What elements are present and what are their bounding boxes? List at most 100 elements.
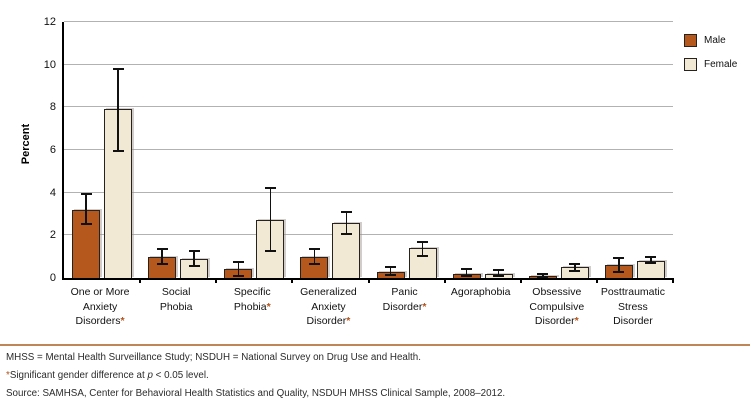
error-cap-bottom: [232, 274, 244, 277]
y-tick-label-12: 12: [43, 16, 56, 28]
category-label-5: Agoraphobia: [450, 286, 511, 298]
error-line: [465, 268, 468, 277]
error-cap-bottom: [80, 222, 92, 225]
x-axis-tick-8: [672, 278, 674, 283]
gridline-2: [64, 234, 673, 236]
category-label-4: Panic Disorder*: [382, 286, 427, 313]
error-bar-male-2: [232, 260, 245, 277]
legend-swatch-female: [684, 58, 697, 71]
legend-label-male: Male: [704, 35, 726, 46]
error-bar-female-4: [416, 240, 429, 257]
bar-group-7: [597, 22, 673, 278]
y-tick-label-6: 6: [49, 144, 56, 156]
error-bar-male-6: [536, 272, 549, 278]
error-line: [193, 250, 195, 268]
x-axis-tick-6: [519, 278, 522, 283]
error-cap-top: [613, 256, 625, 259]
x-axis-tick-4: [367, 278, 370, 283]
y-tick-label-0: 0: [49, 272, 56, 284]
bar-female-3: [332, 222, 361, 278]
error-bar-male-5: [460, 268, 473, 277]
error-cap-bottom: [461, 274, 473, 277]
legend-swatch-male: [684, 34, 697, 47]
error-line: [345, 210, 348, 236]
bar-group-5: [445, 22, 521, 278]
error-cap-bottom: [308, 263, 320, 266]
error-bar-female-2: [264, 187, 277, 253]
bar-group-2: [216, 22, 292, 278]
error-cap-top: [493, 269, 505, 272]
error-bar-female-0: [112, 67, 125, 153]
bar-group-6: [521, 22, 597, 278]
significance-text-post: < 0.05 level.: [152, 370, 209, 381]
error-line: [237, 260, 240, 277]
footnote-source: Source: SAMHSA, Center for Behavioral He…: [6, 388, 506, 399]
error-cap-bottom: [645, 262, 657, 265]
error-cap-bottom: [613, 270, 625, 273]
error-cap-bottom: [264, 250, 276, 253]
error-cap-top: [569, 263, 581, 266]
error-cap-bottom: [537, 276, 549, 278]
legend-label-female: Female: [704, 59, 738, 70]
error-cap-bottom: [156, 263, 168, 266]
error-line: [161, 248, 163, 266]
significance-p-symbol: p: [147, 370, 153, 381]
error-cap-top: [264, 187, 276, 190]
category-label-0: One or More Anxiety Disorders*: [70, 286, 130, 328]
error-line: [389, 266, 392, 276]
error-bar-female-6: [568, 263, 581, 272]
significance-asterisk: *: [120, 315, 125, 328]
bar-group-1: [140, 22, 216, 278]
error-bar-female-3: [340, 210, 353, 236]
gridline-12: [64, 21, 673, 22]
bar-group-0: [64, 22, 140, 278]
gridline-6: [64, 149, 673, 150]
gridline-10: [64, 63, 673, 65]
error-cap-top: [80, 192, 92, 195]
error-cap-top: [308, 248, 320, 251]
error-cap-bottom: [385, 273, 397, 276]
legend: Male Female: [684, 34, 737, 82]
error-line: [421, 240, 424, 257]
error-bar-female-5: [492, 269, 505, 277]
significance-asterisk: *: [422, 300, 427, 313]
category-label-6: Obsessive Compulsive Disorder*: [529, 286, 585, 328]
error-line: [542, 272, 544, 278]
error-cap-bottom: [112, 150, 124, 153]
plot-area: [62, 21, 674, 283]
error-line: [650, 255, 652, 265]
error-bar-male-7: [612, 256, 625, 273]
error-cap-top: [340, 210, 352, 213]
footnote-abbreviations: MHSS = Mental Health Surveillance Study;…: [6, 352, 421, 363]
significance-asterisk: *: [266, 300, 271, 313]
x-axis-tick-3: [291, 278, 294, 283]
x-axis-tick-2: [215, 278, 218, 283]
x-axis-labels: One or More Anxiety Disorders* Social Phobi…: [62, 285, 671, 329]
y-tick-label-10: 10: [43, 58, 56, 71]
error-cap-bottom: [493, 274, 505, 277]
error-cap-top: [112, 67, 124, 70]
error-cap-top: [232, 260, 244, 263]
error-line: [618, 256, 620, 273]
error-bar-female-1: [188, 250, 201, 268]
error-line: [497, 269, 500, 277]
error-bar-male-3: [308, 248, 321, 266]
y-tick-label-8: 8: [49, 101, 56, 114]
error-bar-male-4: [384, 266, 397, 276]
error-cap-bottom: [188, 265, 200, 268]
error-cap-bottom: [340, 233, 352, 236]
error-cap-bottom: [417, 254, 429, 257]
error-cap-top: [188, 250, 200, 253]
gridline-4: [64, 191, 673, 193]
error-cap-top: [461, 268, 473, 271]
legend-item-female: Female: [684, 58, 737, 71]
footer-divider: [0, 344, 750, 346]
x-axis-tick-7: [595, 278, 598, 283]
y-tick-label-4: 4: [49, 186, 56, 199]
gridline-8: [64, 106, 673, 108]
category-label-3: Generalized Anxiety Disorder*: [300, 286, 357, 328]
footnote-significance: *Significant gender difference at p < 0.…: [6, 370, 209, 381]
legend-item-male: Male: [684, 34, 737, 47]
x-axis-tick-1: [139, 278, 142, 283]
category-label-7: Posttraumatic Stress Disorder: [600, 286, 666, 328]
